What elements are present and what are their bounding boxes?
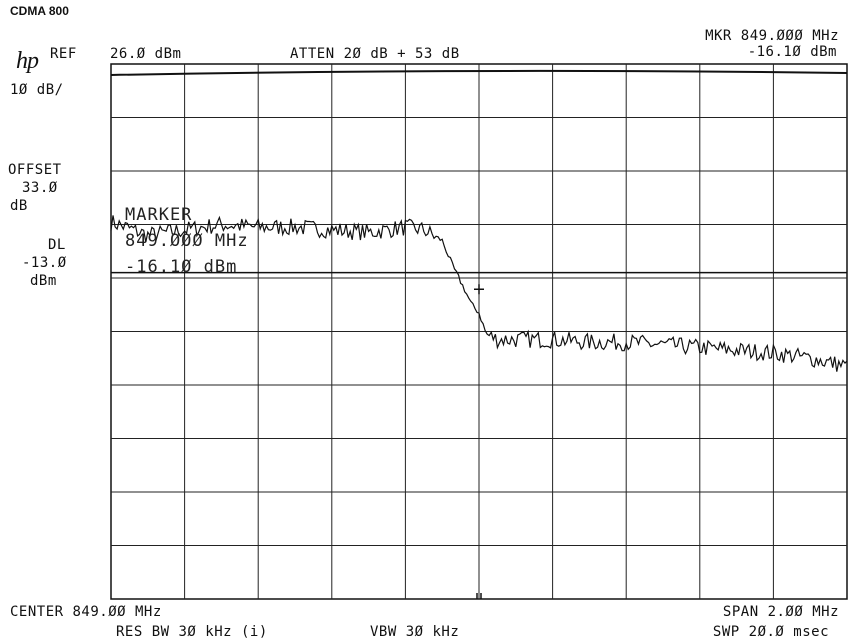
scale-readout: 1Ø dB/ [10, 82, 64, 98]
span-readout: SPAN 2.ØØ MHz [722, 604, 839, 620]
offset-label: OFFSET [8, 162, 62, 178]
grid [111, 64, 847, 599]
resolution-bandwidth: RES BW 3Ø kHz (i) [116, 624, 268, 640]
marker-level-readout: -16.1Ø dBm [747, 44, 837, 60]
marker-box-frequency: 849.ØØØ MHz [125, 231, 249, 251]
spectrum-trace [110, 215, 848, 372]
center-tick [476, 593, 482, 599]
reference-lines [110, 69, 848, 274]
marker-box-level: -16.1Ø dBm [125, 257, 238, 277]
offset-unit: dB [10, 198, 28, 214]
offset-value: 33.Ø [22, 180, 58, 196]
marker-box-label: MARKER [125, 205, 193, 225]
marker-frequency-readout: MKR 849.ØØØ MHz [705, 28, 839, 44]
display-line-label: DL [48, 237, 66, 253]
atten-readout: ATTEN 2Ø dB + 53 dB [290, 46, 460, 62]
reference-level-line [110, 69, 848, 76]
ref-label: REF [50, 46, 77, 62]
sweep-time: SWP 2Ø.Ø msec [712, 624, 829, 640]
display-line-value: -13.Ø [22, 255, 67, 271]
page-title: CDMA 800 [10, 4, 69, 18]
center-frequency: CENTER 849.ØØ MHz [10, 604, 162, 620]
marker-symbol [474, 284, 484, 295]
video-bandwidth: VBW 3Ø kHz [370, 624, 460, 640]
ref-level: 26.Ø dBm [110, 46, 182, 62]
display-line-unit: dBm [30, 273, 57, 289]
hp-logo: hp [16, 48, 39, 74]
